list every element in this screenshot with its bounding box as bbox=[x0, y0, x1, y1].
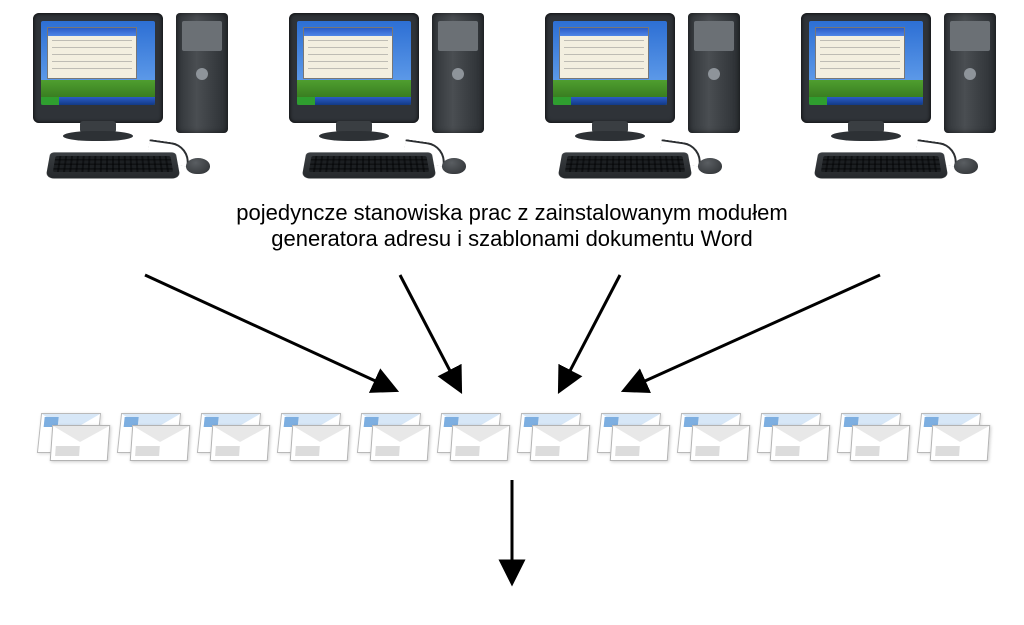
pc-tower-icon bbox=[432, 13, 484, 133]
envelope-icon bbox=[115, 405, 189, 459]
caption: pojedyncze stanowiska prac z zainstalowa… bbox=[0, 200, 1024, 252]
envelope-icon bbox=[195, 405, 269, 459]
workstation bbox=[786, 8, 1006, 188]
workstation bbox=[18, 8, 238, 188]
caption-line-1: pojedyncze stanowiska prac z zainstalowa… bbox=[0, 200, 1024, 226]
workstation bbox=[274, 8, 494, 188]
monitor-icon bbox=[33, 13, 163, 123]
envelope-icon bbox=[755, 405, 829, 459]
mouse-icon bbox=[954, 158, 978, 174]
monitor-icon bbox=[801, 13, 931, 123]
pc-tower-icon bbox=[176, 13, 228, 133]
envelope-icon bbox=[915, 405, 989, 459]
envelopes-row bbox=[0, 405, 1024, 459]
envelope-icon bbox=[515, 405, 589, 459]
caption-line-2: generatora adresu i szablonami dokumentu… bbox=[0, 226, 1024, 252]
envelope-icon bbox=[595, 405, 669, 459]
envelope-icon bbox=[435, 405, 509, 459]
diagram-stage: pojedyncze stanowiska prac z zainstalowa… bbox=[0, 0, 1024, 625]
envelope-icon bbox=[35, 405, 109, 459]
mouse-icon bbox=[186, 158, 210, 174]
mouse-icon bbox=[698, 158, 722, 174]
envelope-icon bbox=[835, 405, 909, 459]
monitor-icon bbox=[545, 13, 675, 123]
pc-tower-icon bbox=[688, 13, 740, 133]
pc-tower-icon bbox=[944, 13, 996, 133]
workstation bbox=[530, 8, 750, 188]
mouse-icon bbox=[442, 158, 466, 174]
monitor-icon bbox=[289, 13, 419, 123]
envelope-icon bbox=[275, 405, 349, 459]
workstations-row bbox=[0, 8, 1024, 188]
envelope-icon bbox=[355, 405, 429, 459]
envelope-icon bbox=[675, 405, 749, 459]
